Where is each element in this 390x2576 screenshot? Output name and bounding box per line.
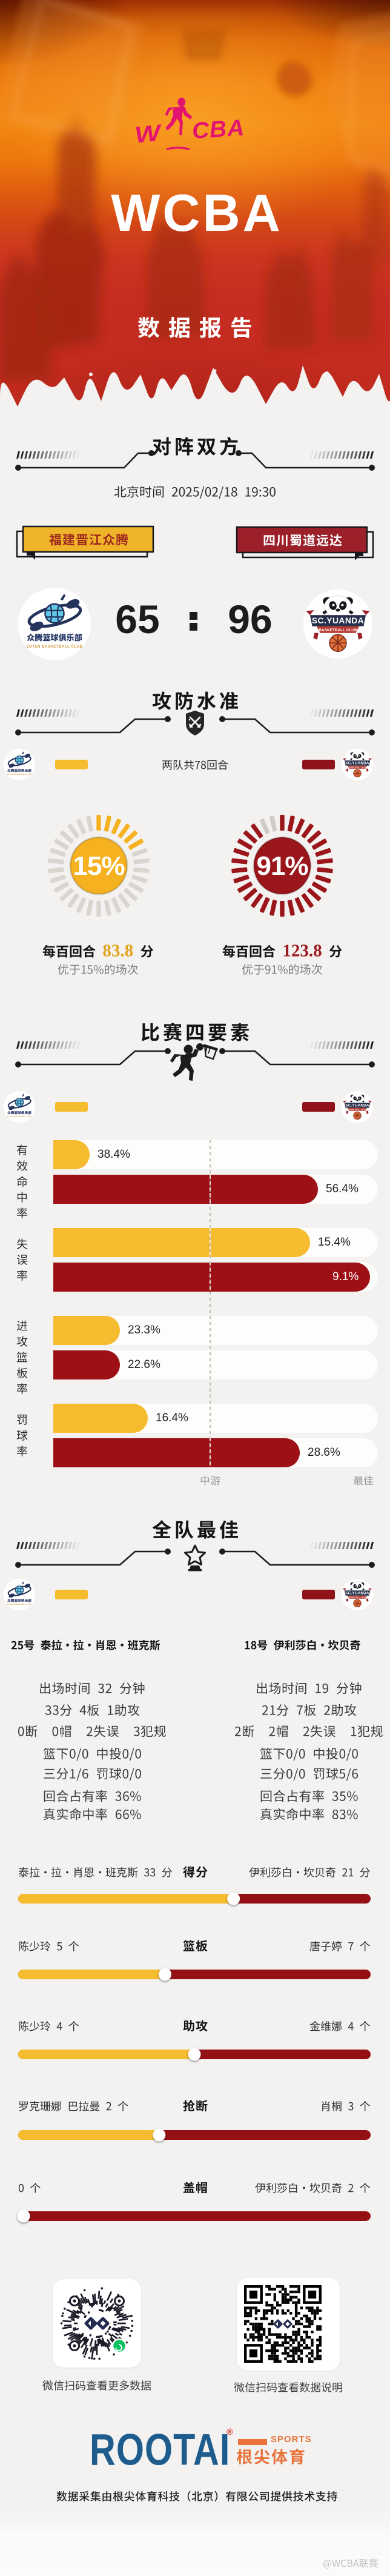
svg-text:15%: 15%: [73, 851, 124, 881]
svg-text:ZOTEN BASKETBALL CLUB: ZOTEN BASKETBALL CLUB: [7, 1603, 31, 1605]
svg-text:ZOTEN BASKETBALL CLUB: ZOTEN BASKETBALL CLUB: [27, 645, 83, 649]
svg-text:SC.YUANDA: SC.YUANDA: [345, 1592, 369, 1596]
svg-text:SC.YUANDA: SC.YUANDA: [345, 1104, 369, 1108]
svg-text:W: W: [133, 119, 164, 148]
svg-text:ZOTEN BASKETBALL CLUB: ZOTEN BASKETBALL CLUB: [7, 773, 31, 775]
svg-text:CBA: CBA: [191, 115, 246, 144]
svg-text:BASKETBALL CLUB: BASKETBALL CLUB: [349, 766, 366, 768]
svg-text:SC.YUANDA: SC.YUANDA: [312, 616, 364, 625]
svg-text:BASKETBALL CLUB: BASKETBALL CLUB: [349, 1108, 366, 1110]
svg-text:SC.YUANDA: SC.YUANDA: [345, 762, 369, 766]
svg-text:BASKETBALL CLUB: BASKETBALL CLUB: [319, 628, 357, 632]
svg-text:91%: 91%: [256, 851, 308, 881]
svg-text:BASKETBALL CLUB: BASKETBALL CLUB: [349, 1596, 366, 1598]
svg-text:ZOTEN BASKETBALL CLUB: ZOTEN BASKETBALL CLUB: [7, 1115, 31, 1118]
